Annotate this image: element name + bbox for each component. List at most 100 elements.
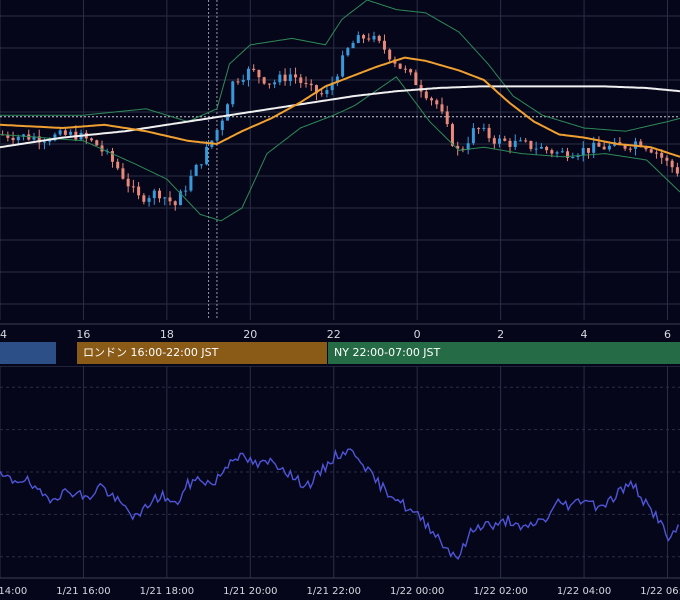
candle-body (403, 68, 407, 70)
candle-body (48, 140, 52, 142)
candle-body (508, 140, 512, 147)
candle-body (430, 98, 434, 101)
candle-body (372, 35, 376, 40)
candle-body (492, 138, 496, 144)
candle-body (571, 157, 575, 159)
candle-body (53, 134, 57, 141)
candle-body (623, 145, 627, 149)
candle-body (414, 72, 418, 86)
candle-body (257, 70, 261, 78)
osc-x-tick-label: 1/22 04:00 (557, 586, 611, 597)
price-x-tick-label: 18 (160, 328, 174, 341)
candle-body (152, 190, 156, 199)
candle-body (220, 120, 224, 130)
candle-body (294, 74, 298, 78)
candle-body (199, 164, 203, 166)
candle-body (477, 128, 481, 130)
candle-body (482, 127, 486, 129)
session-bar-ny: NY 22:00-07:00 JST (328, 342, 680, 364)
candle-body (539, 146, 543, 149)
candle-body (649, 149, 653, 153)
osc-x-tick-label: 1/21 20:00 (223, 586, 277, 597)
candle-body (654, 152, 658, 154)
candle-body (513, 140, 517, 147)
candle-body (226, 104, 230, 121)
candle-body (189, 175, 193, 191)
candle-body (273, 82, 277, 85)
candle-body (231, 81, 235, 105)
candle-body (461, 148, 465, 150)
candle-body (69, 131, 73, 135)
candle-body (335, 76, 339, 83)
candle-body (440, 104, 444, 112)
candle-body (178, 191, 182, 206)
price-x-tick-label: 22 (327, 328, 341, 341)
candle-body (215, 129, 219, 141)
ma-long-line (0, 85, 680, 149)
ma-short-line (0, 56, 680, 158)
oscillator-chart: 1/21 14:00 1/21 16:00 1/21 18:00 1/21 20:00… (0, 366, 680, 597)
candle-body (32, 136, 36, 140)
candle-body (597, 142, 601, 147)
candle-body (581, 147, 585, 156)
candle-body (304, 82, 308, 84)
bollinger-lower-line (0, 76, 680, 222)
osc-x-tick-label: 1/21 14:00 (0, 586, 27, 597)
candle-body (351, 42, 355, 49)
candle-body (524, 140, 528, 142)
candle-body (660, 152, 664, 158)
candle-body (252, 68, 256, 71)
candle-body (566, 151, 570, 158)
candle-body (95, 140, 99, 146)
candle-body (121, 168, 125, 179)
candle-body (42, 141, 46, 143)
candle-body (11, 137, 15, 141)
candle-body (346, 48, 350, 56)
candle-body (503, 138, 507, 141)
candle-body (607, 145, 611, 150)
price-x-tick-label: 16 (76, 328, 90, 341)
candle-body (487, 127, 491, 139)
candle-body (246, 68, 250, 80)
candle-body (241, 79, 245, 82)
candle-body (362, 35, 366, 39)
candle-body (518, 140, 522, 142)
candle-body (194, 164, 198, 176)
candle-body (675, 167, 679, 174)
candle-body (90, 138, 94, 141)
price-chart: 14 16 18 20 22 0 2 4 6 (0, 0, 680, 341)
candle-body (100, 145, 104, 152)
candle-body (299, 77, 303, 83)
candle-body (278, 74, 282, 83)
session-bar-tokyo (0, 342, 56, 364)
candle-body (173, 201, 177, 206)
candle-body (37, 136, 41, 143)
candle-body (382, 40, 386, 50)
candle-body (267, 83, 271, 85)
candle-body (644, 146, 648, 150)
session-ny-label: NY 22:00-07:00 JST (334, 346, 441, 359)
candle-body (283, 74, 287, 82)
candle-body (236, 81, 240, 83)
candle-body (168, 197, 172, 202)
candle-body (137, 186, 141, 196)
candle-body (116, 161, 120, 169)
candle-body (320, 93, 324, 95)
price-x-tick-label: 2 (497, 328, 504, 341)
candle-body (158, 190, 162, 199)
candle-body (424, 91, 428, 99)
candle-body (450, 124, 454, 146)
price-x-tick-label: 14 (0, 328, 7, 341)
candle-body (205, 146, 209, 165)
candle-body (398, 63, 402, 69)
osc-x-tick-label: 1/22 00:00 (390, 586, 444, 597)
candle-body (628, 148, 632, 150)
candle-body (670, 160, 674, 168)
osc-x-tick-label: 1/21 22:00 (307, 586, 361, 597)
osc-x-tick-label: 1/21 18:00 (140, 586, 194, 597)
candle-body (586, 147, 590, 153)
osc-x-tick-label: 1/22 02:00 (473, 586, 527, 597)
osc-x-tick-label: 1/21 16:00 (56, 586, 110, 597)
candle-body (471, 128, 475, 144)
candle-body (466, 143, 470, 150)
